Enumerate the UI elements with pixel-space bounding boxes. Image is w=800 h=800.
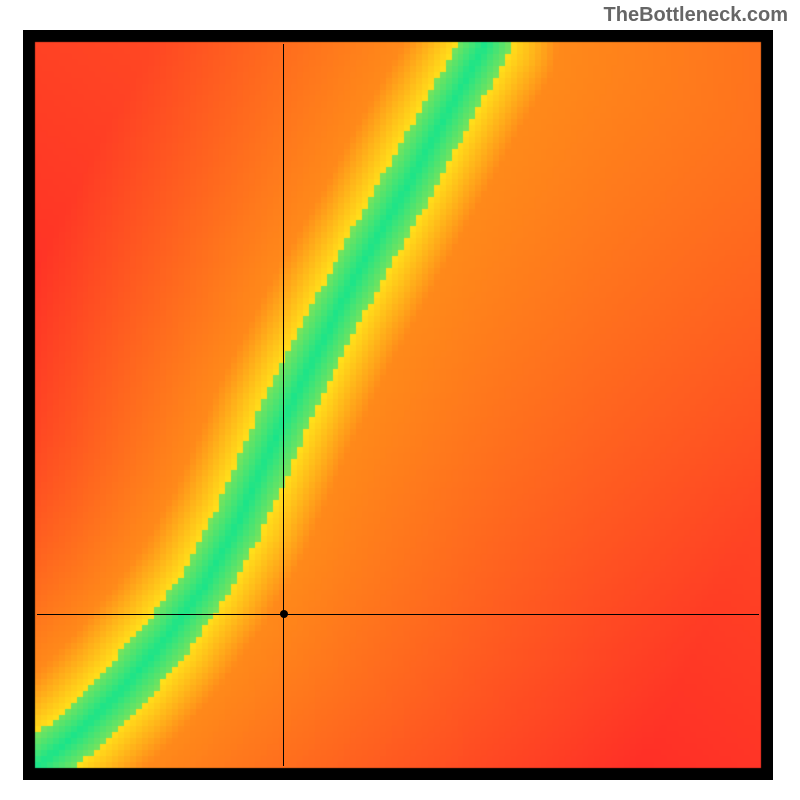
watermark-text: TheBottleneck.com [604,4,788,27]
heatmap-canvas [23,30,773,780]
crosshair-marker-dot [280,610,288,618]
chart-container: TheBottleneck.com [0,0,800,800]
crosshair-vertical [283,44,284,766]
crosshair-horizontal [37,614,759,615]
plot-area [23,30,773,780]
